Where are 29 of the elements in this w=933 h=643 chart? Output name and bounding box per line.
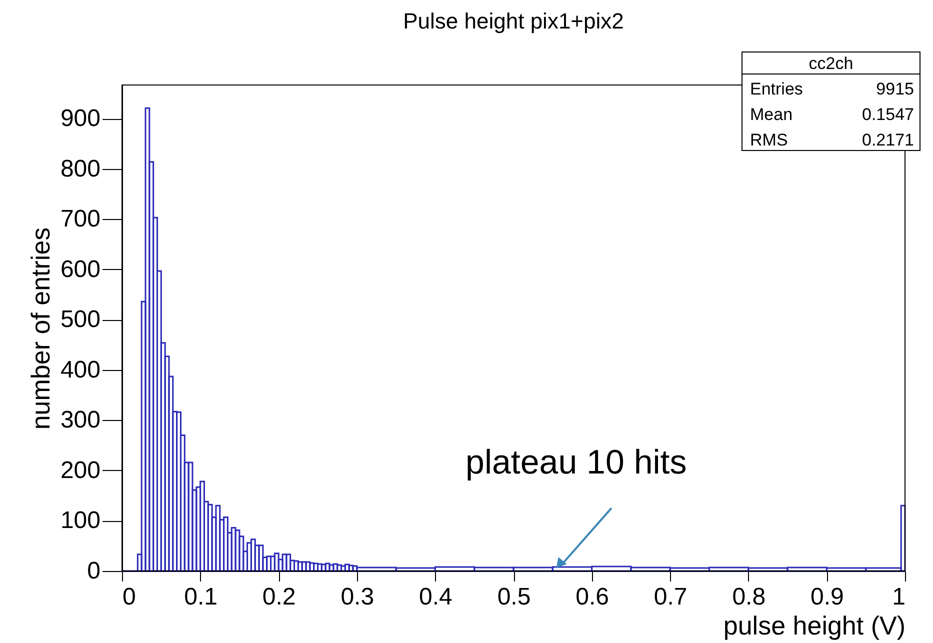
text: Mean 0.1547 — [750, 105, 914, 124]
text: Entries 9915 — [750, 80, 914, 98]
y-tick-label: 400 — [60, 356, 100, 384]
x-tick-label: 0.7 — [654, 584, 688, 610]
text: RMS 0.2171 — [750, 130, 914, 150]
x-tick-label: 0.1 — [184, 584, 218, 610]
y-tick-label: 100 — [60, 507, 100, 534]
y-tick-label: 200 — [60, 456, 100, 484]
text: cc2ch — [808, 54, 854, 73]
y-axis-title: number of entries — [25, 227, 56, 430]
y-tick-label: 700 — [60, 206, 100, 233]
annotation: plateau 10 hits — [466, 444, 687, 482]
y-tick-label: 0 — [87, 558, 100, 584]
y-tick-label: 600 — [60, 256, 100, 283]
x-tick-label: 0 — [122, 584, 136, 610]
x-axis-title: pulse height (V) — [723, 610, 906, 640]
x-tick-label: 0.6 — [576, 584, 609, 610]
x-tick-label: 1 — [892, 584, 906, 610]
y-tick-label: 500 — [60, 306, 100, 334]
y-tick-label: 900 — [60, 105, 100, 132]
y-tick-label: 300 — [60, 406, 100, 434]
x-tick-label: 0.3 — [340, 584, 374, 610]
x-tick-label: 0.5 — [497, 584, 531, 610]
x-tick-label: 0.9 — [810, 584, 844, 610]
x-tick-label: 0.8 — [732, 584, 766, 610]
y-tick-label: 800 — [60, 155, 100, 182]
chart-title: Pulse height pix1+pix2 — [403, 8, 624, 34]
x-tick-label: 0.2 — [262, 584, 296, 610]
x-tick-label: 0.4 — [419, 584, 452, 610]
